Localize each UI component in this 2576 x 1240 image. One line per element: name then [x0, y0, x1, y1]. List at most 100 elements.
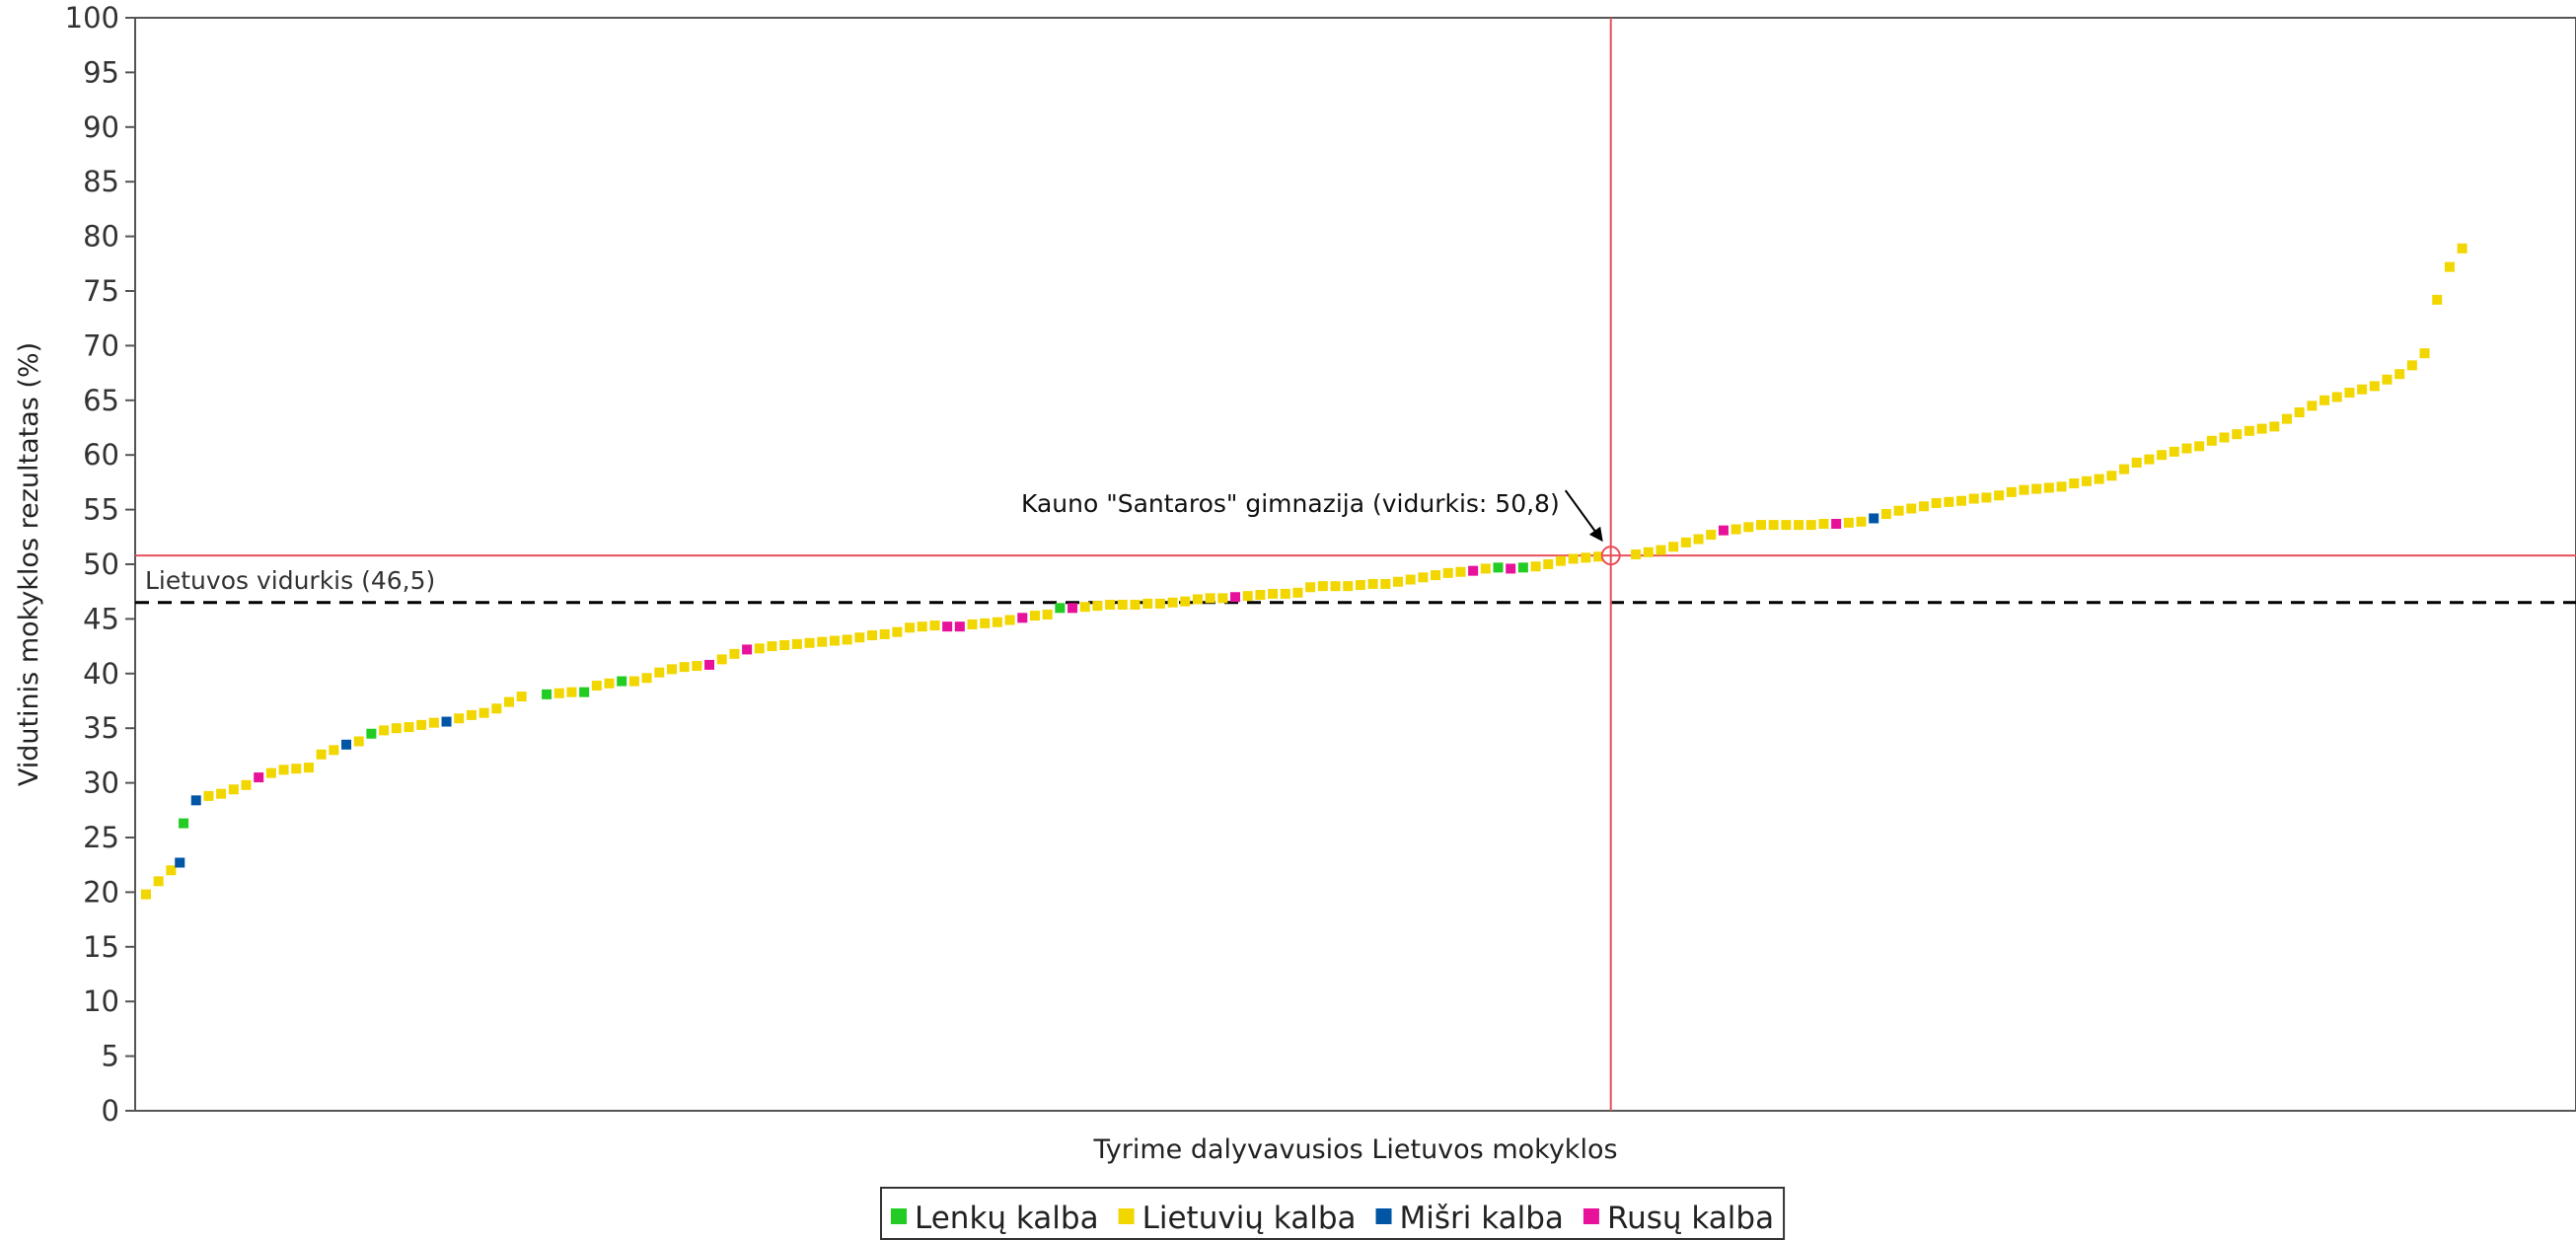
- data-point: [190, 795, 201, 806]
- legend-label: Lenkų kalba: [915, 1201, 1099, 1236]
- data-point: [2006, 486, 2017, 497]
- data-point: [2406, 360, 2417, 371]
- legend-label: Rusų kalba: [1607, 1201, 1774, 1236]
- data-point: [767, 641, 777, 652]
- data-point: [2319, 395, 2330, 405]
- data-point: [416, 719, 427, 730]
- legend-swatch: [891, 1208, 907, 1224]
- data-point: [779, 639, 790, 650]
- data-point: [1042, 609, 1053, 620]
- data-point: [954, 621, 965, 632]
- data-point: [2144, 454, 2155, 465]
- average-line-label: Lietuvos vidurkis (46,5): [145, 566, 435, 595]
- data-point: [1079, 602, 1090, 613]
- data-point: [1668, 542, 1679, 552]
- data-point: [175, 857, 185, 868]
- data-point: [742, 644, 753, 655]
- data-point: [291, 764, 302, 774]
- data-point: [2232, 429, 2243, 440]
- data-point: [704, 659, 715, 670]
- y-tick-label: 0: [102, 1094, 119, 1128]
- data-point: [1455, 566, 1466, 577]
- data-point: [1067, 603, 1078, 614]
- data-point: [353, 736, 364, 747]
- data-point: [1004, 615, 1015, 625]
- data-point: [341, 739, 352, 750]
- data-point: [1631, 549, 1642, 560]
- data-point: [1305, 582, 1316, 593]
- data-point: [140, 889, 151, 900]
- data-point: [1831, 519, 1842, 530]
- y-tick-label: 95: [83, 55, 119, 89]
- data-point: [2256, 423, 2267, 434]
- data-point: [516, 692, 527, 702]
- y-tick-label: 5: [102, 1040, 119, 1073]
- data-point: [2432, 294, 2443, 305]
- data-point: [566, 687, 577, 697]
- data-points: [140, 243, 2467, 900]
- data-point: [441, 716, 452, 727]
- data-point: [1843, 517, 1854, 528]
- data-point: [1981, 492, 1992, 503]
- data-point: [2344, 388, 2355, 399]
- data-point: [391, 723, 402, 734]
- data-point: [1180, 596, 1191, 607]
- y-tick-label: 15: [83, 930, 119, 964]
- data-point: [992, 617, 1002, 627]
- data-point: [679, 662, 690, 673]
- data-point: [1869, 513, 1879, 524]
- data-point: [2294, 406, 2305, 417]
- highlight-marker: [1600, 546, 1621, 566]
- data-point: [2081, 475, 2092, 486]
- data-point: [1367, 578, 1378, 589]
- data-point: [1380, 578, 1391, 589]
- data-point: [2131, 457, 2142, 468]
- y-axis-title: Vidutinis mokyklos rezultatas (%): [14, 342, 44, 786]
- data-point: [1105, 599, 1116, 610]
- data-point: [1743, 522, 1754, 533]
- data-point: [1893, 505, 1904, 516]
- data-point: [804, 637, 815, 648]
- data-point: [1418, 572, 1429, 583]
- data-point: [754, 643, 765, 654]
- data-point: [879, 628, 890, 639]
- data-point: [1568, 553, 1579, 564]
- data-point: [1292, 587, 1303, 598]
- data-point: [1543, 559, 1554, 569]
- data-point: [1029, 611, 1040, 621]
- data-point: [1167, 597, 1178, 608]
- data-point: [2194, 441, 2205, 452]
- legend-box: [880, 1187, 1786, 1240]
- data-point: [1880, 509, 1891, 520]
- data-point: [379, 725, 390, 736]
- data-point: [2031, 483, 2042, 494]
- data-point: [478, 707, 489, 718]
- data-point: [1968, 493, 1979, 504]
- data-point: [1255, 590, 1266, 601]
- data-point: [1392, 576, 1403, 587]
- data-point: [1593, 551, 1604, 562]
- data-point: [1818, 519, 1829, 530]
- data-point: [1530, 561, 1541, 572]
- data-point: [2269, 421, 2280, 432]
- data-point: [666, 664, 677, 675]
- data-point: [179, 818, 189, 829]
- data-point: [1205, 593, 1215, 604]
- data-point: [228, 784, 239, 795]
- y-tick-label: 30: [83, 766, 119, 800]
- data-point: [278, 765, 289, 775]
- data-point: [466, 709, 477, 720]
- data-point: [867, 630, 878, 641]
- data-point: [1956, 495, 1967, 506]
- data-point: [1656, 545, 1666, 555]
- data-point: [716, 654, 727, 665]
- data-point: [254, 772, 264, 783]
- data-point: [454, 713, 465, 724]
- data-point: [1718, 525, 1729, 536]
- data-point: [654, 667, 665, 678]
- y-tick-label: 20: [83, 875, 119, 909]
- data-point: [265, 767, 276, 778]
- data-point: [591, 680, 602, 691]
- data-point: [1280, 588, 1290, 599]
- data-point: [2206, 435, 2217, 446]
